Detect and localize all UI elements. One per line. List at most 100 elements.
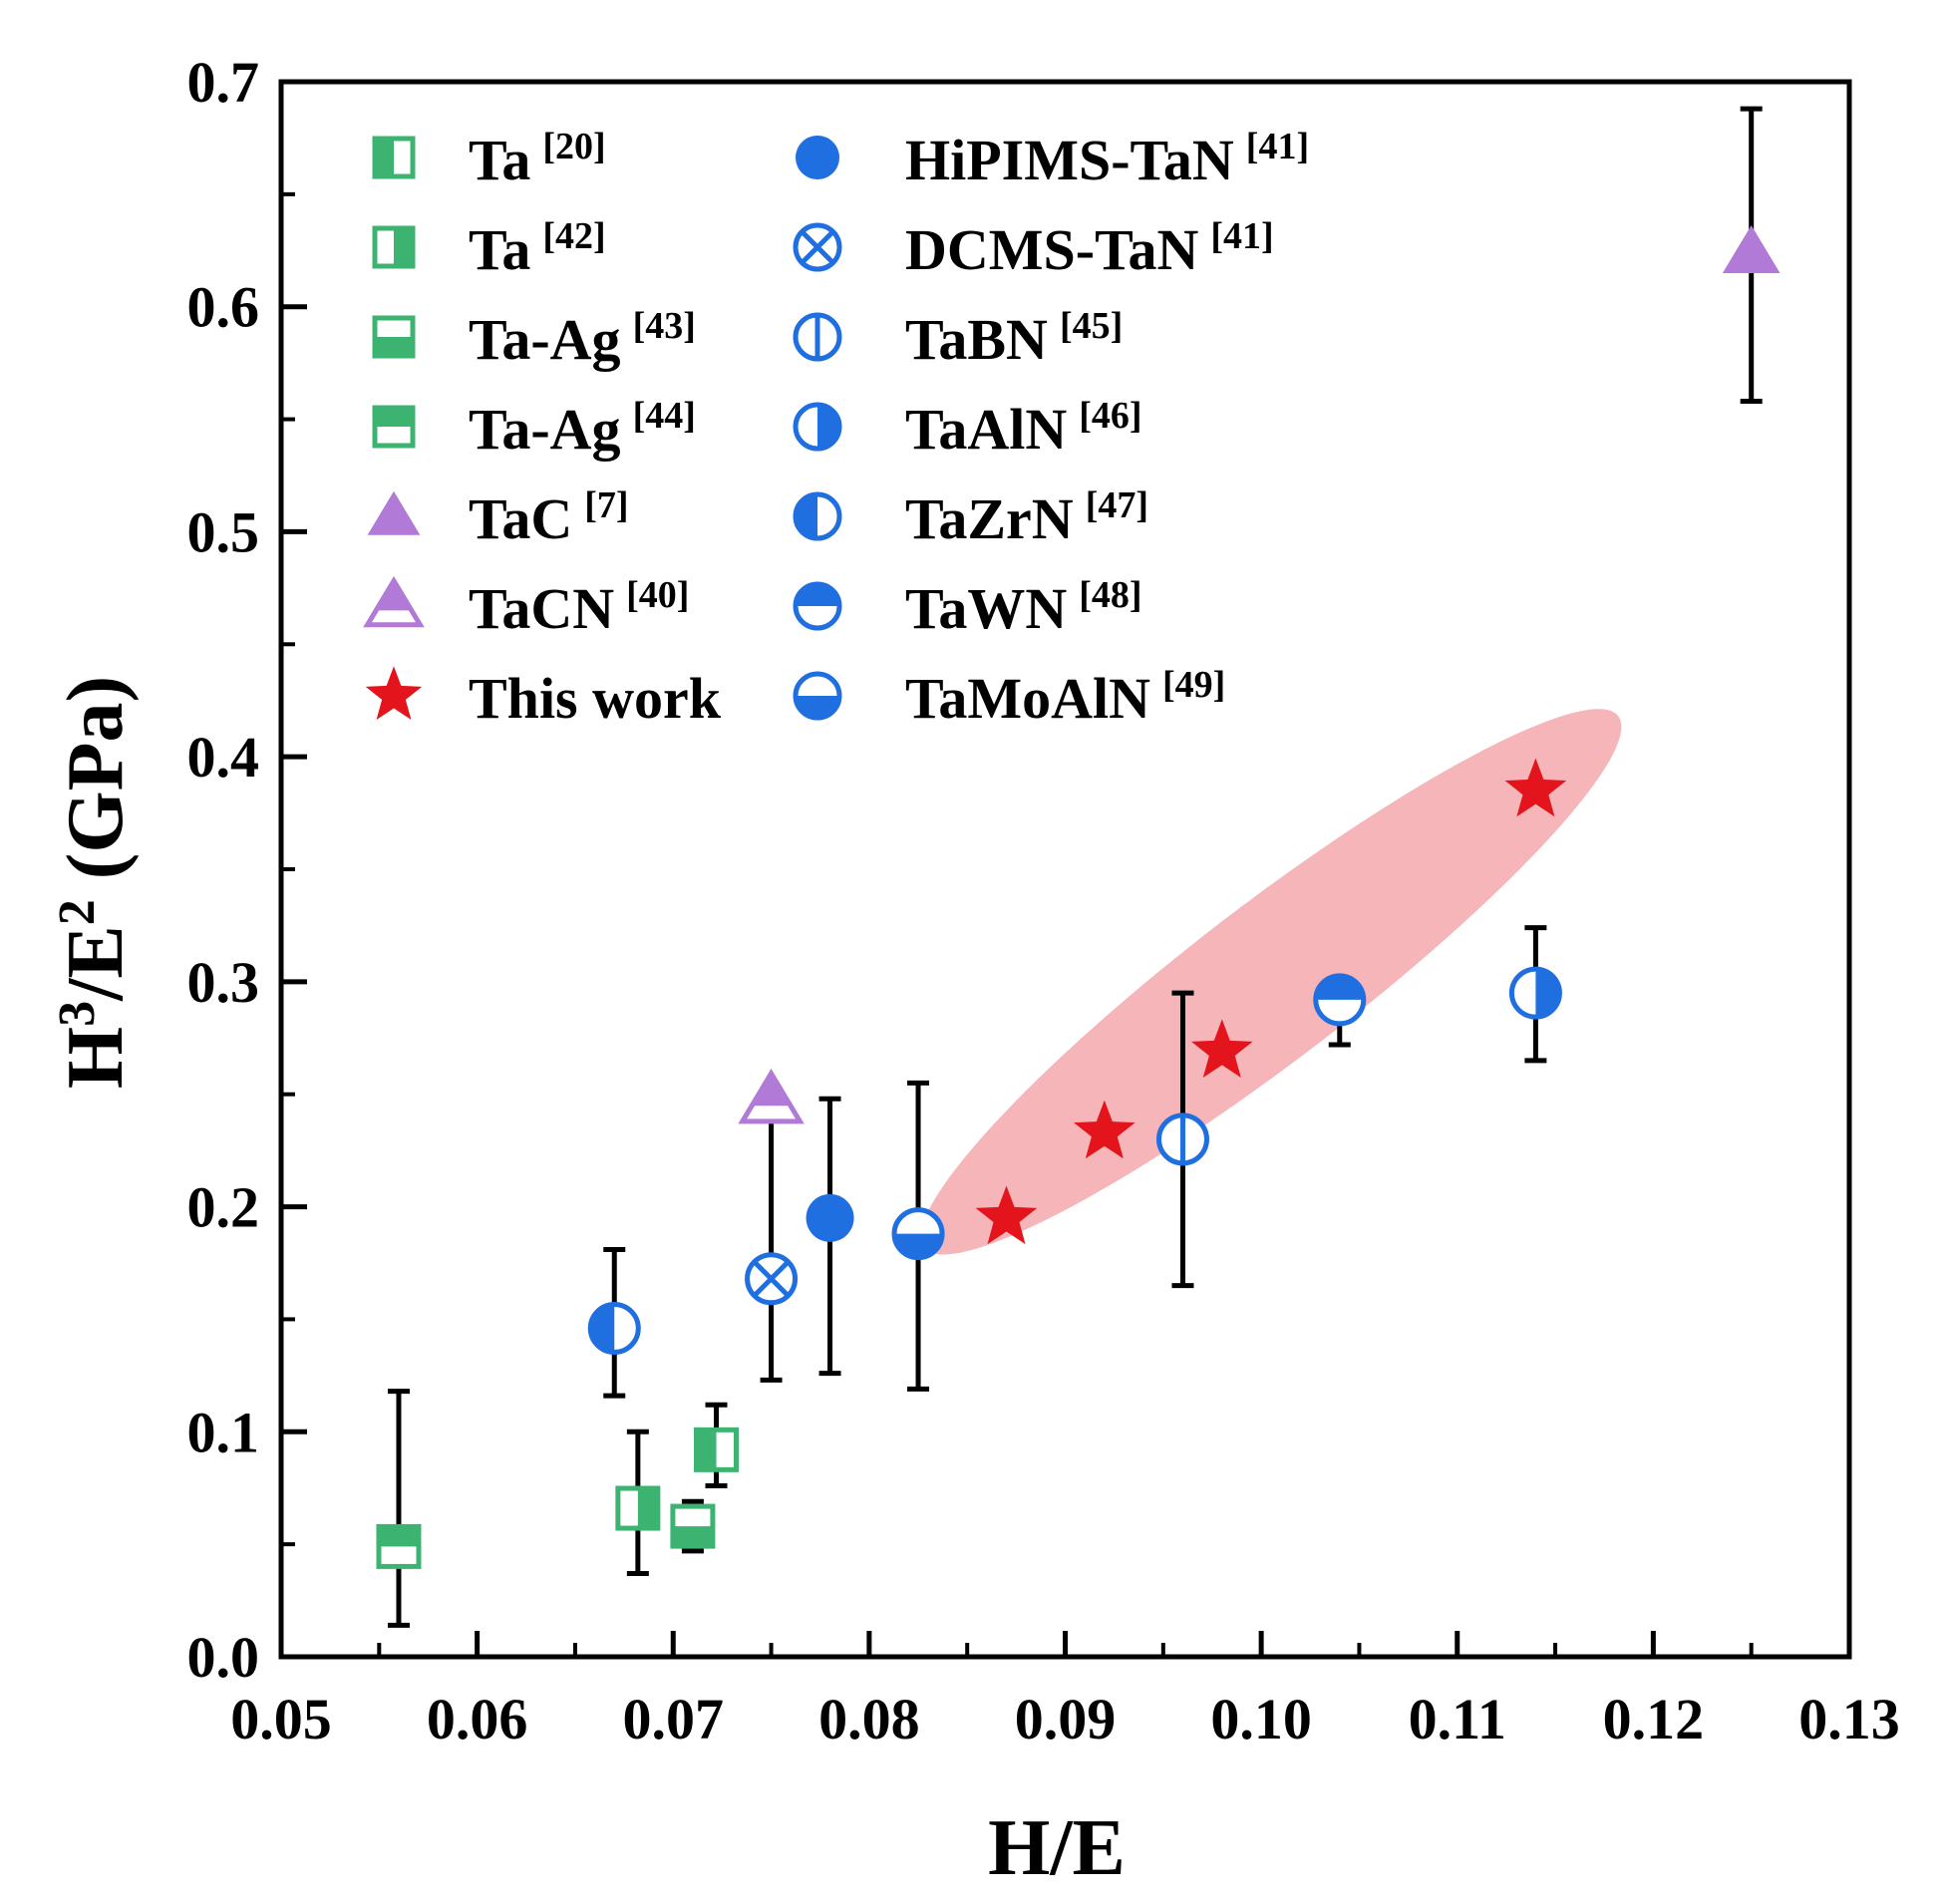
- legend-entry-dcms-tan-41: DCMS-TaN [41]: [793, 215, 1274, 282]
- legend-label-ref: [41]: [1246, 126, 1309, 167]
- y-axis-label-sup2: 2: [49, 899, 106, 925]
- x-tick-label: 0.06: [427, 1687, 528, 1751]
- legend-entry-tac-7: TaC [7]: [367, 484, 629, 551]
- marker-fill: [365, 666, 423, 721]
- y-tick-label: 0.4: [187, 725, 260, 790]
- legend-entry-this-work: This work: [365, 666, 722, 731]
- marker-layer: [376, 224, 1781, 1569]
- marker-outline: [372, 136, 416, 179]
- marker-fill: [375, 139, 394, 176]
- data-point-dcms-tan-41: [745, 1252, 799, 1306]
- x-tick-label: 0.08: [818, 1687, 920, 1751]
- legend-label-ref: [47]: [1086, 484, 1148, 526]
- data-point-hipims-tan-41: [806, 1193, 854, 1242]
- legend-label-ref: [46]: [1079, 395, 1141, 437]
- legend-entry-tacn-40: TaCN [40]: [363, 574, 689, 641]
- marker-outline: [372, 405, 416, 449]
- legend-entry-tawn-48: TaWN [48]: [793, 574, 1142, 641]
- legend-entry-ta-42: Ta [42]: [372, 215, 606, 282]
- marker-fill: [378, 1526, 419, 1547]
- marker-outline: [376, 1523, 422, 1569]
- marker-fill: [375, 408, 413, 427]
- x-axis-label: H/E: [988, 1804, 1126, 1892]
- legend-label: Ta-Ag [43]: [469, 305, 696, 372]
- marker-fill: [806, 1193, 854, 1242]
- y-tick-label: 0.1: [187, 1400, 260, 1464]
- data-point-this-work: [1074, 1100, 1136, 1159]
- legend-entry-taaln-46: TaAlN [46]: [793, 395, 1142, 462]
- legend-label-ref: [41]: [1210, 215, 1273, 257]
- marker-outline: [363, 575, 425, 628]
- data-point-tac-7: [1722, 224, 1781, 273]
- data-point-tacn-40: [738, 1069, 805, 1124]
- y-tick-label: 0.3: [187, 950, 260, 1015]
- marker-fill: [637, 1488, 658, 1529]
- data-point-ta-ag-44: [376, 1523, 422, 1569]
- legend-label-name: HiPIMS-TaN: [905, 128, 1234, 192]
- marker-outline: [372, 225, 416, 269]
- marker-outline: [1313, 973, 1367, 1027]
- marker-outline: [615, 1485, 661, 1531]
- marker-fill: [367, 490, 421, 535]
- legend-label: Ta [42]: [469, 215, 606, 282]
- legend: Ta [20] Ta [42] Ta-Ag [43] Ta-Ag [44] TaC [7] TaCN…: [363, 126, 1309, 731]
- legend-label-name: TaMoAlN: [905, 666, 1150, 731]
- legend-label-name: Ta: [469, 128, 530, 192]
- legend-label: Ta [20]: [469, 126, 606, 192]
- data-point-ta-20: [694, 1427, 740, 1472]
- legend-label-ref: [45]: [1060, 305, 1123, 347]
- legend-label: TaCN [40]: [469, 574, 689, 641]
- marker-fill: [375, 337, 413, 356]
- x-tick-label: 0.07: [623, 1687, 725, 1751]
- marker-fill: [394, 228, 413, 266]
- marker-fill: [672, 1526, 713, 1547]
- legend-entry-tamoaln-49: TaMoAlN [49]: [793, 664, 1225, 731]
- legend-label-ref: [42]: [542, 215, 605, 257]
- data-point-ta-42: [615, 1485, 661, 1531]
- y-tick-label: 0.2: [187, 1175, 260, 1240]
- marker-fill: [1722, 224, 1781, 273]
- y-tick-label: 0.6: [187, 275, 260, 340]
- legend-label: TaC [7]: [469, 484, 629, 551]
- legend-label: This work: [469, 666, 722, 731]
- marker-outline: [670, 1503, 716, 1549]
- legend-label-ref: [43]: [633, 305, 696, 347]
- legend-label-ref: [48]: [1079, 574, 1141, 616]
- legend-label-name: TaCN: [469, 576, 614, 641]
- legend-label-name: This work: [469, 666, 722, 731]
- data-point-ta-ag-43: [670, 1503, 716, 1549]
- legend-label: TaZrN [47]: [905, 484, 1148, 551]
- legend-label-ref: [44]: [633, 395, 696, 437]
- data-point-tazrn-47: [587, 1301, 641, 1355]
- x-tick-label: 0.10: [1210, 1687, 1312, 1751]
- legend-label-name: DCMS-TaN: [905, 217, 1198, 282]
- legend-entry-hipims-tan-41: HiPIMS-TaN [41]: [796, 126, 1309, 192]
- legend-entry-tabn-45: TaBN [45]: [793, 305, 1123, 372]
- legend-label: DCMS-TaN [41]: [905, 215, 1274, 282]
- y-axis-label-main: H: [52, 1027, 140, 1089]
- marker-fill: [975, 1185, 1038, 1245]
- errorbar-ta-ag-44: [387, 1389, 410, 1628]
- marker-outline: [372, 315, 416, 359]
- highlight-ellipse-layer: [920, 709, 1622, 1255]
- legend-entry-ta-20: Ta [20]: [372, 126, 606, 192]
- marker-outline: [793, 402, 842, 452]
- legend-label: Ta-Ag [44]: [469, 395, 696, 462]
- legend-label: TaMoAlN [49]: [905, 664, 1225, 731]
- legend-label: HiPIMS-TaN [41]: [905, 126, 1309, 192]
- marker-fill: [1074, 1100, 1136, 1159]
- legend-label-ref: [49]: [1162, 664, 1225, 706]
- legend-label-name: TaWN: [905, 576, 1067, 641]
- errorbar-dcms-tan-41: [760, 1098, 783, 1383]
- x-tick-labels: 0.05 0.06 0.07 0.08 0.09 0.10 0.11 0.12 0.13: [230, 1687, 1900, 1751]
- y-tick-label: 0.0: [187, 1625, 260, 1690]
- marker-fill: [696, 1429, 717, 1470]
- marker-outline: [587, 1301, 641, 1355]
- marker-outline: [793, 581, 842, 631]
- x-tick-label: 0.11: [1409, 1687, 1506, 1751]
- y-axis-label-sup1: 3: [49, 1001, 106, 1027]
- legend-label: TaAlN [46]: [905, 395, 1142, 462]
- x-tick-label: 0.09: [1015, 1687, 1117, 1751]
- y-tick-label: 0.5: [187, 499, 260, 564]
